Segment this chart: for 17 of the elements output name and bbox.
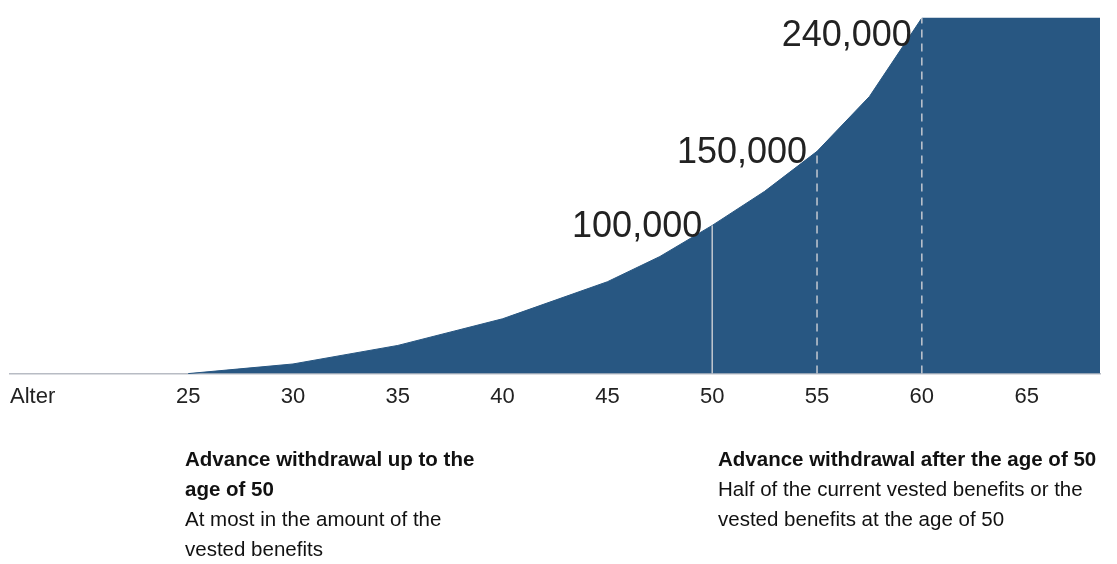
text: At most in the amount of the vested benefits [185,506,443,562]
x-tick-label: 25 [175,382,201,408]
data-label: 150,000 [676,130,808,172]
text: Advance withdrawal up to the age of 50 [185,446,475,502]
x-tick-label: 35 [385,382,411,408]
text: Advance withdrawal after the age of 50 [718,446,1098,472]
x-tick-label: 40 [490,382,515,408]
data-label: 100,000 [572,204,703,246]
x-tick-label: 50 [699,382,725,408]
data-label: 240,000 [781,13,912,54]
x-tick-label: 65 [1014,382,1039,408]
x-tick-label: 60 [909,382,935,408]
x-axis-title: Alter [10,382,56,408]
x-tick-label: 45 [595,382,620,408]
x-tick-label: 30 [280,382,306,408]
x-tick-label: 55 [804,382,830,408]
text: Half of the current vested benefits or the vested benefits at the age of 50 [718,476,1084,532]
